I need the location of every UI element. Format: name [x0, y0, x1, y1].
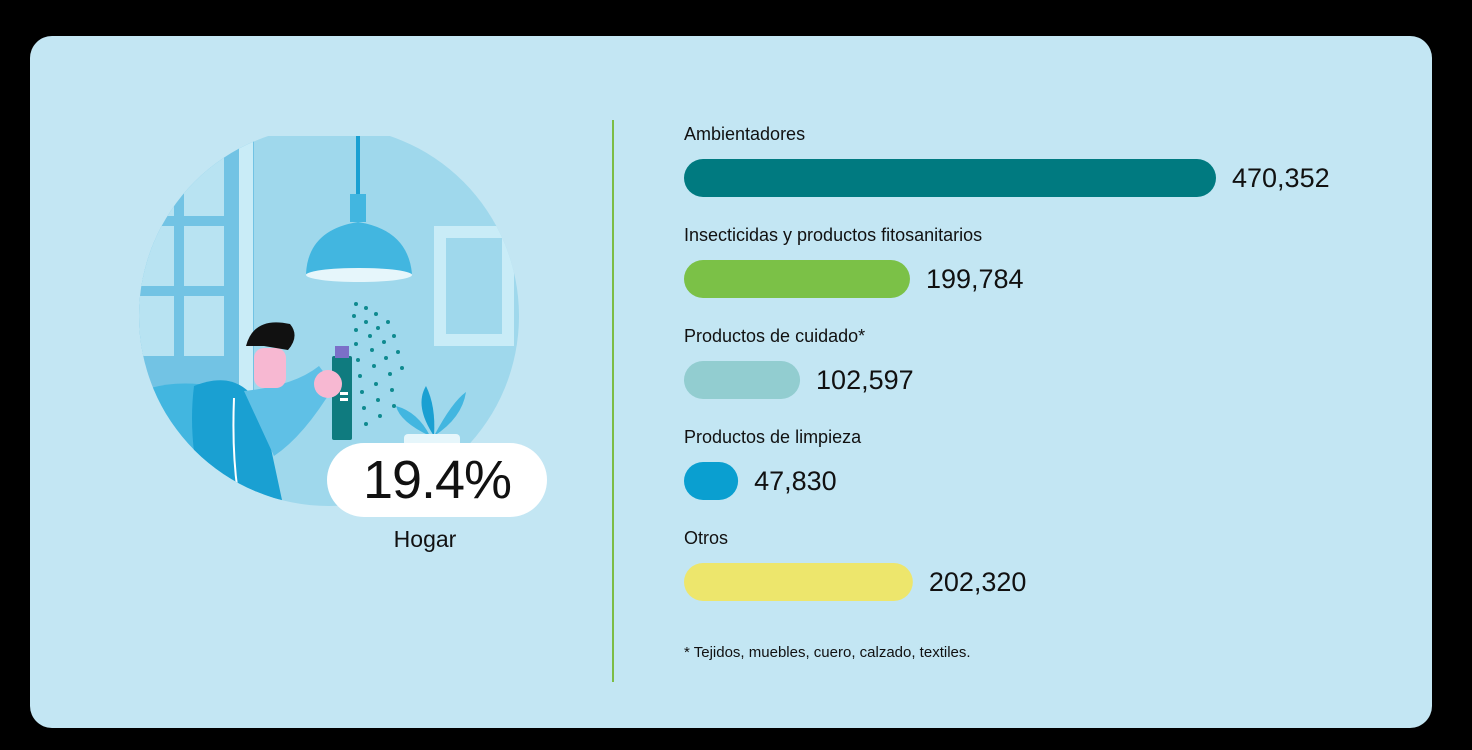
bar-category-label: Productos de limpieza [684, 427, 862, 447]
bar-category-label: Productos de cuidado* [684, 326, 865, 346]
ceiling-lamp-icon [306, 136, 412, 282]
bar [684, 260, 910, 298]
person-spraying-illustration [139, 136, 519, 506]
vertical-divider [612, 120, 614, 682]
footnote: * Tejidos, muebles, cuero, calzado, text… [684, 644, 971, 661]
bar-value-label: 47,830 [754, 466, 837, 496]
bar-value-label: 199,784 [926, 264, 1024, 294]
infographic-card: 19.4% Hogar Ambientadores 470,352 Insectic… [30, 36, 1432, 728]
bar [684, 563, 913, 601]
hair [246, 322, 295, 350]
bar-chart: Ambientadores 470,352 Insecticidas y produ… [684, 124, 1330, 601]
percentage-value: 19.4% [362, 450, 512, 510]
bar-category-label: Insecticidas y productos fitosanitarios [684, 225, 982, 245]
face [254, 348, 286, 388]
bar-category-label: Otros [684, 528, 728, 548]
category-caption: Hogar [393, 526, 457, 552]
bar-value-label: 202,320 [929, 567, 1027, 597]
bar-category-label: Ambientadores [684, 124, 805, 144]
picture-frame-icon [434, 226, 514, 346]
bar [684, 159, 1216, 197]
bar [684, 462, 739, 500]
bar [684, 361, 801, 399]
percentage-badge: 19.4% [327, 443, 547, 517]
bar-value-label: 470,352 [1232, 163, 1330, 193]
bar-value-label: 102,597 [816, 365, 914, 395]
